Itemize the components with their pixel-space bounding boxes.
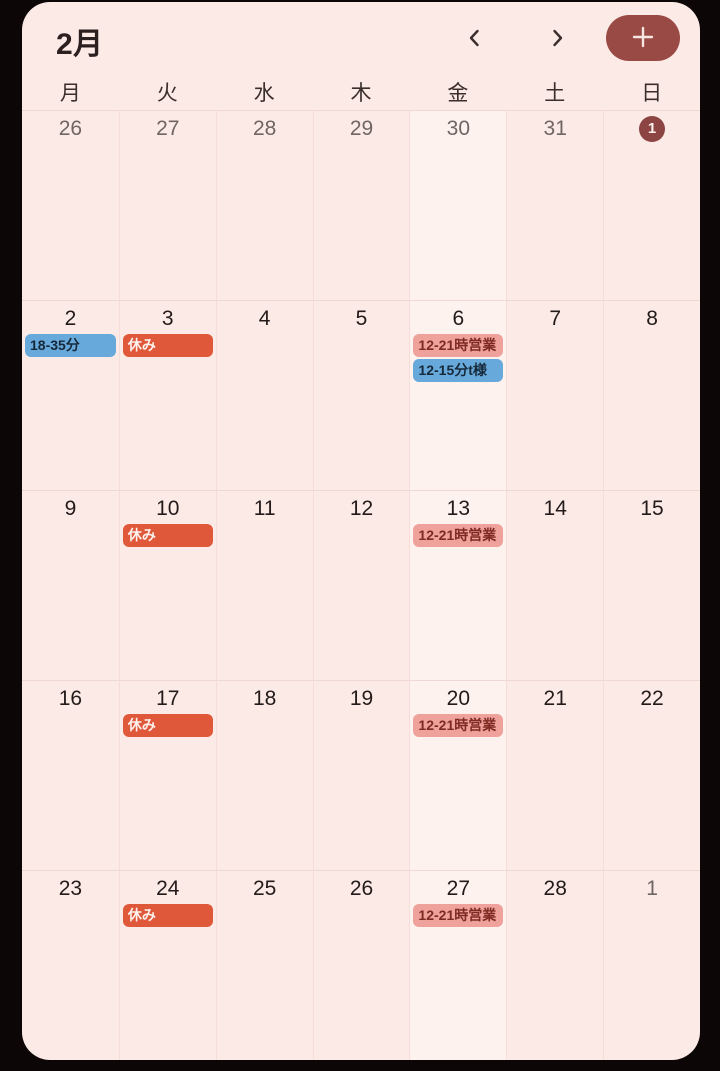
day-cell-w2-3[interactable]: 3 休み (118, 300, 216, 490)
day-number: 24 (156, 877, 180, 900)
day-number: 25 (252, 877, 277, 900)
event-pill-salmon[interactable]: 12-21時営業 (413, 904, 504, 927)
day-cell-w4-22[interactable]: 22 (603, 680, 700, 870)
day-number: 8 (646, 307, 658, 330)
day-number: 31 (543, 117, 567, 140)
day-number: 7 (549, 307, 562, 330)
day-number: 26 (349, 877, 374, 900)
weekday-label-2: 火 (156, 82, 178, 105)
day-cell-w2-6[interactable]: 6 12-21時営業 12-15分t様 (409, 300, 507, 490)
calendar-app-window: 2月 月火水木金土日 26 27 28 29 30 31 1 2 18-3 (22, 2, 700, 1060)
day-number: 17 (156, 687, 180, 710)
day-cell-w1-28[interactable]: 28 (215, 110, 313, 300)
day-number: 27 (156, 117, 180, 140)
day-number: 11 (253, 497, 276, 520)
day-cell-w3-12[interactable]: 12 (312, 490, 410, 680)
day-number: 5 (355, 307, 368, 330)
day-number: 30 (446, 117, 471, 140)
month-title: 2月 (56, 28, 104, 61)
day-number: 4 (258, 307, 271, 330)
day-number: 22 (640, 687, 664, 710)
day-number: 20 (446, 687, 471, 710)
day-cell-w1-29[interactable]: 29 (312, 110, 410, 300)
weekday-label-7: 日 (641, 82, 663, 105)
day-cell-w1-1[interactable]: 1 (603, 110, 700, 300)
day-cell-w3-11[interactable]: 11 (215, 490, 313, 680)
day-number: 19 (349, 687, 374, 710)
day-cell-w2-2[interactable]: 2 18-35分 (22, 300, 119, 490)
day-number: 28 (252, 117, 277, 140)
day-cell-w1-27[interactable]: 27 (118, 110, 216, 300)
day-cell-w2-4[interactable]: 4 (215, 300, 313, 490)
day-cell-w5-26[interactable]: 26 (312, 870, 410, 1060)
event-pill-orange[interactable]: 休み (122, 714, 213, 737)
weekday-label-4: 木 (350, 82, 372, 105)
next-month-button[interactable] (542, 24, 572, 54)
day-cell-w3-10[interactable]: 10 休み (118, 490, 216, 680)
plus-icon (630, 24, 656, 53)
day-number: 26 (58, 117, 83, 140)
day-cell-w3-9[interactable]: 9 (22, 490, 119, 680)
day-number: 16 (58, 687, 83, 710)
day-cell-w5-23[interactable]: 23 (22, 870, 119, 1060)
day-number-badge: 1 (639, 116, 666, 142)
weekday-header-row: 月火水木金土日 (22, 74, 700, 110)
calendar-grid: 26 27 28 29 30 31 1 2 18-35分 3 休み 4 5 6 12-21時営業 12-15分… (22, 110, 700, 1060)
day-cell-w3-14[interactable]: 14 (506, 490, 604, 680)
event-pill-salmon[interactable]: 12-21時営業 (413, 714, 504, 737)
day-number: 18 (252, 687, 277, 710)
day-cell-w2-5[interactable]: 5 (312, 300, 410, 490)
day-cell-w4-21[interactable]: 21 (506, 680, 604, 870)
day-cell-w5-28[interactable]: 28 (506, 870, 604, 1060)
day-number: 1 (646, 877, 658, 900)
day-cell-w4-19[interactable]: 19 (312, 680, 410, 870)
day-number: 6 (452, 307, 465, 330)
day-cell-w5-24[interactable]: 24 休み (118, 870, 216, 1060)
day-cell-w4-18[interactable]: 18 (215, 680, 313, 870)
day-cell-w3-13[interactable]: 13 12-21時営業 (409, 490, 507, 680)
chevron-right-icon (545, 26, 569, 53)
day-cell-w4-20[interactable]: 20 12-21時営業 (409, 680, 507, 870)
weekday-label-1: 月 (59, 82, 81, 105)
day-number: 3 (161, 307, 174, 330)
day-cell-w5-27[interactable]: 27 12-21時営業 (409, 870, 507, 1060)
weekday-label-5: 金 (447, 82, 469, 105)
day-number: 9 (64, 497, 77, 520)
weekday-label-3: 水 (253, 82, 275, 105)
event-pill-salmon[interactable]: 12-21時営業 (413, 524, 504, 547)
day-cell-w1-30[interactable]: 30 (409, 110, 507, 300)
day-number: 15 (640, 497, 664, 520)
day-cell-w5-1[interactable]: 1 (603, 870, 700, 1060)
event-pill-orange[interactable]: 休み (122, 904, 213, 927)
day-number: 27 (446, 877, 471, 900)
add-event-button[interactable] (606, 15, 680, 61)
day-number: 28 (543, 877, 567, 900)
day-number: 29 (349, 117, 374, 140)
day-cell-w2-7[interactable]: 7 (506, 300, 604, 490)
day-cell-w2-8[interactable]: 8 (603, 300, 700, 490)
event-pill-blue[interactable]: 12-15分t様 (413, 359, 504, 382)
day-number: 23 (58, 877, 83, 900)
day-number: 10 (156, 497, 180, 520)
calendar-header: 2月 (22, 2, 700, 74)
day-cell-w1-31[interactable]: 31 (506, 110, 604, 300)
day-number: 14 (543, 497, 567, 520)
previous-month-button[interactable] (460, 24, 490, 54)
event-pill-salmon[interactable]: 12-21時営業 (413, 334, 504, 357)
event-pill-orange[interactable]: 休み (122, 524, 213, 547)
day-cell-w4-16[interactable]: 16 (22, 680, 119, 870)
event-pill-orange[interactable]: 休み (122, 334, 213, 357)
chevron-left-icon (463, 26, 487, 53)
day-cell-w5-25[interactable]: 25 (215, 870, 313, 1060)
day-cell-w3-15[interactable]: 15 (603, 490, 700, 680)
weekday-label-6: 土 (544, 82, 566, 105)
day-number: 12 (349, 497, 374, 520)
event-pill-blue[interactable]: 18-35分 (25, 334, 116, 357)
day-cell-w1-26[interactable]: 26 (22, 110, 119, 300)
day-cell-w4-17[interactable]: 17 休み (118, 680, 216, 870)
day-number: 2 (64, 307, 77, 330)
day-number: 13 (446, 497, 471, 520)
day-number: 21 (543, 687, 567, 710)
